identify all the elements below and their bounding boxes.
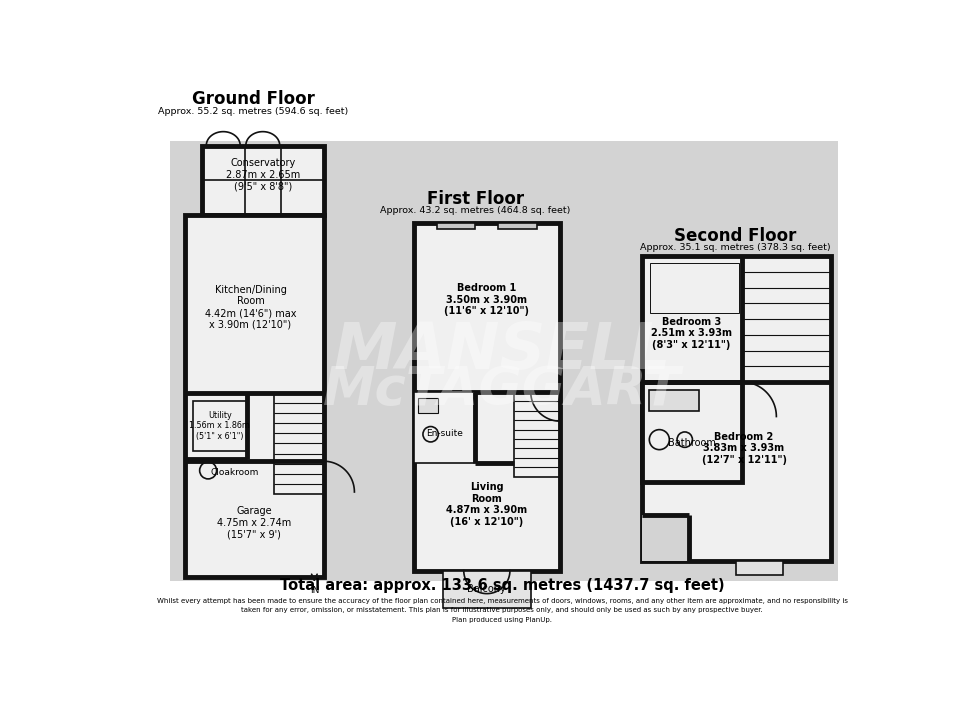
Bar: [185, 215, 323, 577]
Text: Bedroom 2
3.83m x 3.93m
(12'7" x 12'11"): Bedroom 2 3.83m x 3.93m (12'7" x 12'11"): [702, 431, 787, 465]
Text: Second Floor: Second Floor: [674, 227, 797, 246]
Bar: [499, 223, 537, 229]
Bar: [742, 256, 831, 382]
Bar: [437, 223, 475, 229]
Bar: [193, 401, 247, 451]
Bar: [202, 145, 323, 215]
Text: Ground Floor: Ground Floor: [192, 90, 315, 108]
Text: Garage
4.75m x 2.74m
(15'7" x 9'): Garage 4.75m x 2.74m (15'7" x 9'): [218, 506, 291, 540]
Bar: [649, 389, 699, 411]
Bar: [514, 392, 560, 476]
Bar: [643, 256, 831, 561]
Bar: [414, 392, 475, 463]
Text: taken for any error, omission, or misstatement. This plan is for illustrative pu: taken for any error, omission, or missta…: [241, 607, 763, 613]
Text: Conservatory
2.87m x 2.65m
(9'5" x 8'8"): Conservatory 2.87m x 2.65m (9'5" x 8'8"): [225, 158, 300, 192]
Text: Bathroom: Bathroom: [667, 439, 715, 449]
Text: Approx. 55.2 sq. metres (594.6 sq. feet): Approx. 55.2 sq. metres (594.6 sq. feet): [159, 107, 349, 116]
Text: Kitchen/Dining
Room
4.42m (14'6") max
x 3.90m (12'10"): Kitchen/Dining Room 4.42m (14'6") max x …: [205, 285, 296, 330]
Text: Approx. 35.1 sq. metres (378.3 sq. feet): Approx. 35.1 sq. metres (378.3 sq. feet): [640, 244, 831, 253]
Bar: [273, 394, 323, 493]
Bar: [643, 382, 742, 482]
Text: Utility
1.56m x 1.86m
(5'1" x 6'1"): Utility 1.56m x 1.86m (5'1" x 6'1"): [189, 411, 250, 441]
Text: Balcony: Balcony: [467, 584, 507, 594]
Text: Plan produced using PlanUp.: Plan produced using PlanUp.: [452, 617, 553, 623]
Text: En-suite: En-suite: [426, 429, 463, 438]
Bar: [736, 561, 783, 575]
Text: Cloakroom: Cloakroom: [211, 468, 260, 477]
Bar: [417, 398, 437, 414]
Bar: [443, 570, 531, 607]
Text: Approx. 43.2 sq. metres (464.8 sq. feet): Approx. 43.2 sq. metres (464.8 sq. feet): [380, 206, 570, 216]
Text: McTAGGART: McTAGGART: [323, 364, 681, 416]
Bar: [650, 263, 739, 313]
Text: Bedroom 3
2.51m x 3.93m
(8'3" x 12'11"): Bedroom 3 2.51m x 3.93m (8'3" x 12'11"): [651, 317, 732, 350]
Text: MANSELL: MANSELL: [333, 320, 671, 382]
Bar: [414, 223, 560, 570]
Text: First Floor: First Floor: [426, 190, 524, 209]
Text: Bedroom 1
3.50m x 3.90m
(11'6" x 12'10"): Bedroom 1 3.50m x 3.90m (11'6" x 12'10"): [444, 283, 529, 316]
Bar: [643, 515, 689, 561]
Text: Living
Room
4.87m x 3.90m
(16' x 12'10"): Living Room 4.87m x 3.90m (16' x 12'10"): [446, 482, 527, 527]
Text: Total area: approx. 133.6 sq. metres (1437.7 sq. feet): Total area: approx. 133.6 sq. metres (14…: [280, 578, 724, 593]
Text: IN: IN: [310, 586, 319, 595]
Text: Whilst every attempt has been made to ensure the accuracy of the floor plan cont: Whilst every attempt has been made to en…: [157, 598, 848, 604]
Bar: [170, 141, 838, 581]
